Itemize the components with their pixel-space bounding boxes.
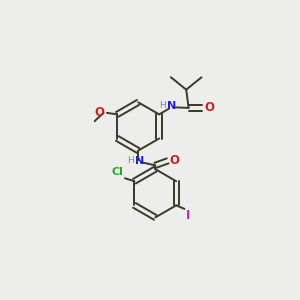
Text: I: I [186, 209, 191, 223]
Text: O: O [204, 101, 214, 114]
Text: N: N [135, 156, 144, 166]
Text: H: H [127, 156, 134, 165]
Text: O: O [170, 154, 180, 167]
Text: H: H [159, 101, 166, 110]
Text: O: O [95, 106, 105, 118]
Text: N: N [167, 101, 176, 111]
Text: Cl: Cl [111, 167, 123, 177]
